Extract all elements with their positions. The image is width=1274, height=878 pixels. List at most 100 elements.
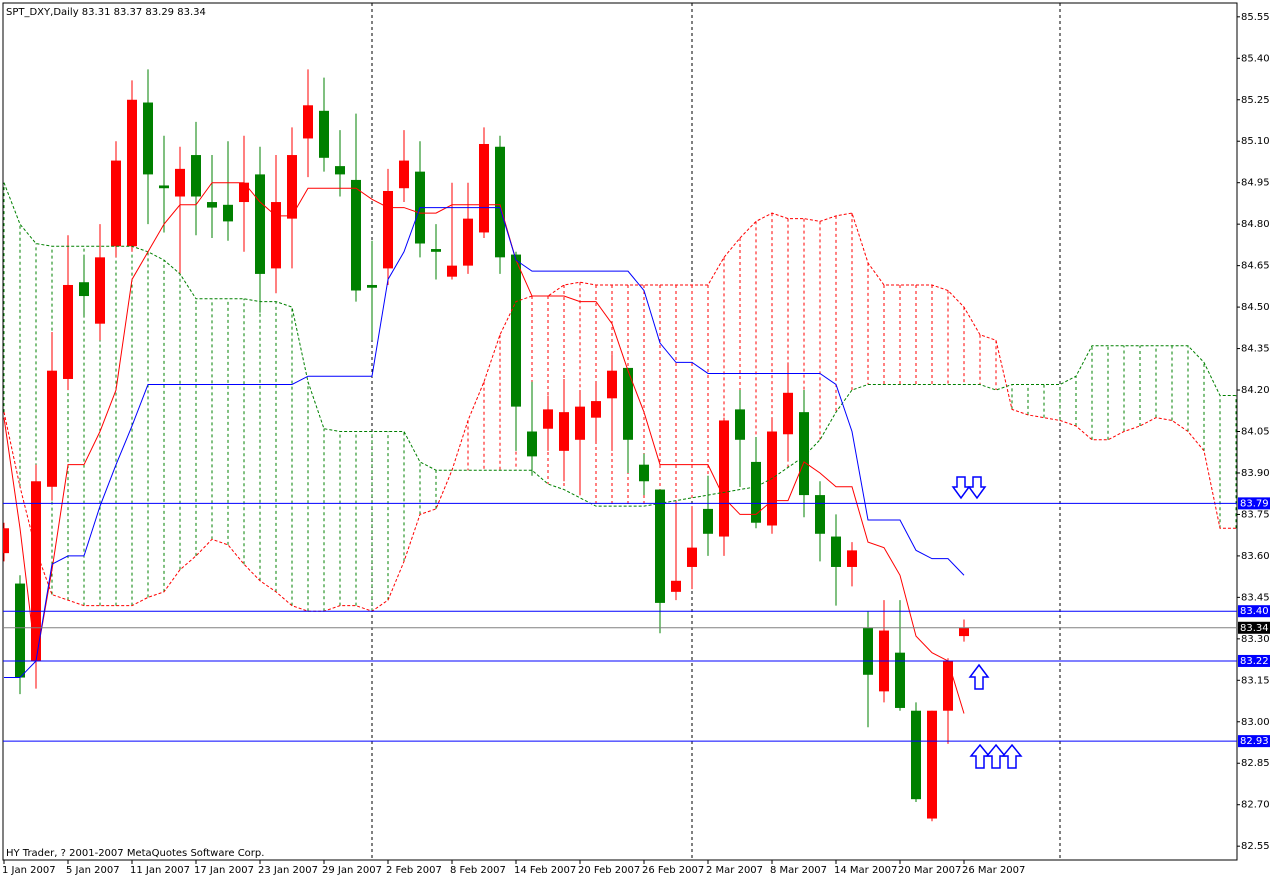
candle-body	[287, 155, 297, 219]
candle-body	[159, 185, 169, 189]
candle-body	[207, 202, 217, 208]
candle-body	[335, 166, 345, 175]
down-arrow	[967, 476, 987, 500]
y-tick-label: 83.75	[1241, 509, 1270, 520]
y-tick-label: 83.15	[1241, 675, 1270, 686]
candle-body	[703, 508, 713, 534]
x-tick-label: 14 Feb 2007	[514, 865, 576, 876]
level-label: 83.40	[1240, 606, 1269, 617]
candle-body	[319, 110, 329, 158]
candle-body	[783, 392, 793, 435]
candle-body	[175, 168, 185, 197]
candle-body	[863, 627, 873, 675]
x-tick-label: 11 Jan 2007	[130, 865, 190, 876]
y-tick-label: 85.10	[1241, 136, 1270, 147]
candle-body	[31, 481, 41, 661]
x-tick-label: 20 Mar 2007	[898, 865, 961, 876]
level-label: 83.79	[1240, 498, 1269, 509]
x-tick-label: 14 Mar 2007	[834, 865, 897, 876]
candle-body	[495, 146, 505, 258]
candle-body	[111, 160, 121, 247]
signal-arrows	[951, 476, 1023, 769]
y-tick-label: 82.85	[1241, 758, 1270, 769]
candle-body	[143, 102, 153, 175]
candle-body	[463, 218, 473, 266]
y-tick-label: 83.00	[1241, 717, 1270, 728]
chart-title: SPT_DXY,Daily 83.31 83.37 83.29 83.34	[6, 7, 206, 18]
candle-body	[431, 249, 441, 252]
candle-body	[687, 547, 697, 567]
x-tick-label: 17 Jan 2007	[194, 865, 254, 876]
y-tick-label: 82.70	[1241, 800, 1270, 811]
plot-layer	[3, 69, 1237, 822]
x-tick-label: 26 Feb 2007	[642, 865, 704, 876]
candle-body	[383, 190, 393, 269]
x-tick-label: 29 Jan 2007	[322, 865, 382, 876]
candle-body	[527, 431, 537, 457]
indicator-line	[3, 182, 965, 714]
y-tick-label: 84.20	[1241, 385, 1270, 396]
candle-body	[95, 257, 105, 324]
candle-body	[943, 660, 953, 711]
indicator-line	[4, 207, 965, 679]
candle-body	[511, 254, 521, 407]
x-tick-label: 5 Jan 2007	[66, 865, 120, 876]
candle-body	[479, 143, 489, 233]
candle-body	[719, 420, 729, 537]
candle-body	[223, 204, 233, 222]
candle-body	[895, 652, 905, 708]
x-tick-label: 20 Feb 2007	[578, 865, 640, 876]
level-label-box	[1238, 605, 1270, 618]
indicator-line	[3, 212, 1236, 612]
y-tick-label: 85.25	[1241, 95, 1270, 106]
level-label: 83.22	[1240, 656, 1269, 667]
y-tick-label: 84.95	[1241, 178, 1270, 189]
x-tick-label: 26 Mar 2007	[962, 865, 1025, 876]
candle-body	[671, 580, 681, 592]
level-label-box	[1238, 497, 1270, 510]
candle-body	[271, 202, 281, 269]
candle-body	[255, 174, 265, 274]
candle-body	[447, 265, 457, 277]
candle-body	[815, 495, 825, 534]
candle-body	[607, 370, 617, 399]
y-tick-label: 85.40	[1241, 53, 1270, 64]
candle-body	[591, 401, 601, 418]
candle-body	[911, 710, 921, 800]
y-tick-label: 85.55	[1241, 12, 1270, 23]
candle-body	[351, 179, 361, 291]
candle-body	[399, 160, 409, 189]
x-tick-label: 23 Jan 2007	[258, 865, 318, 876]
y-tick-label: 84.05	[1241, 427, 1270, 438]
x-tick-label: 8 Mar 2007	[770, 865, 827, 876]
y-tick-label: 84.50	[1241, 302, 1270, 313]
candle-body	[655, 489, 665, 603]
candle-body	[927, 710, 937, 819]
candle-body	[831, 536, 841, 567]
y-tick-label: 83.30	[1241, 634, 1270, 645]
candle-body	[735, 409, 745, 440]
price-label-box	[1238, 621, 1270, 634]
y-tick-label: 84.80	[1241, 219, 1270, 230]
level-label-box	[1238, 654, 1270, 667]
y-tick-label: 83.60	[1241, 551, 1270, 562]
candle-body	[367, 284, 377, 288]
candle-body	[47, 370, 57, 487]
candle-body	[63, 284, 73, 379]
candle-body	[239, 182, 249, 203]
candle-body	[303, 105, 313, 139]
footer: HY Trader, ? 2001-2007 MetaQuotes Softwa…	[6, 848, 264, 859]
up-arrow	[1001, 743, 1023, 769]
candle-body	[191, 155, 201, 197]
candle-body	[15, 583, 25, 678]
candle-body	[3, 528, 9, 554]
candle-body	[959, 627, 969, 637]
candle-body	[79, 282, 89, 297]
price-label: 83.34	[1240, 623, 1269, 634]
y-tick-label: 84.35	[1241, 344, 1270, 355]
candle-body	[127, 99, 137, 247]
candle-body	[559, 412, 569, 451]
up-arrow	[968, 663, 990, 690]
y-tick-label: 83.45	[1241, 592, 1270, 603]
